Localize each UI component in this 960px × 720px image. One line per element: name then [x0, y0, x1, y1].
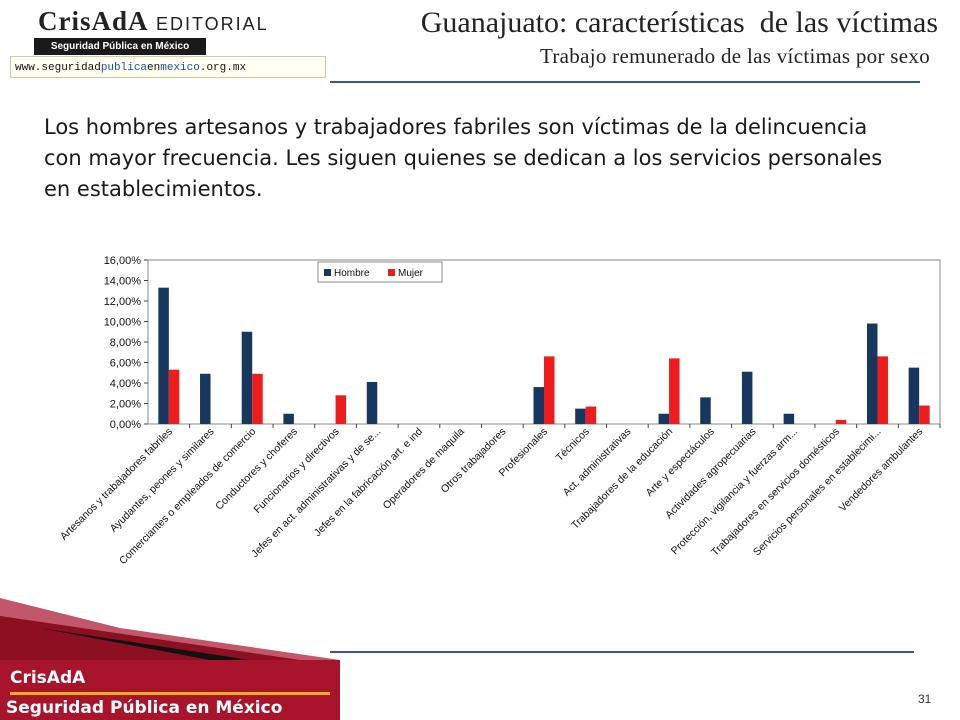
bar-mujer [585, 406, 597, 424]
category-label: Conductores y choferes [213, 426, 300, 513]
y-tick-label: 12,00% [104, 296, 142, 308]
summary-text: Los hombres artesanos y trabajadores fab… [44, 115, 883, 201]
bar-chart: 0,00% 2,00% 4,00% 6,00% 8,00% 10,00% 12,00% 14,… [58, 255, 941, 567]
logo: CrisAdA EDITORIAL Seguridad Pública en M… [8, 2, 326, 80]
url-part: publica [100, 62, 148, 74]
footer-tagline: Seguridad Pública en México [6, 698, 283, 718]
url-part: www.seguridad [15, 62, 101, 74]
slide-title: Guanajuato: características de las vícti… [420, 6, 938, 39]
bar-hombre [241, 331, 253, 424]
y-tick-label: 8,00% [110, 337, 141, 349]
footer-band [0, 660, 340, 720]
bar-mujer [835, 419, 847, 424]
page-number: 31 [918, 692, 932, 706]
y-tick-label: 0,00% [110, 419, 141, 431]
slide-subtitle: Trabajo remunerado de las víctimas por s… [539, 44, 930, 68]
bar-mujer [335, 395, 347, 424]
bar-mujer [669, 358, 680, 424]
url-part: en [147, 62, 161, 74]
footer-brand: CrisAdA [10, 668, 86, 688]
y-tick-label: 14,00% [104, 276, 142, 288]
category-label: Vendedores ambulantes [837, 426, 926, 515]
y-tick-label: 16,00% [104, 255, 142, 267]
bar-hombre [575, 408, 586, 424]
legend-swatch-mujer [388, 269, 395, 276]
y-tick-label: 6,00% [110, 358, 141, 370]
legend-label-mujer: Mujer [398, 268, 424, 279]
footer-divider [330, 651, 914, 653]
bar-hombre [366, 381, 378, 424]
bar-mujer [252, 373, 263, 424]
y-tick-label: 10,00% [104, 317, 142, 329]
bar-mujer [168, 369, 180, 424]
bar-mujer [919, 405, 930, 424]
bar-hombre [533, 387, 544, 424]
category-label: Técnicos [554, 426, 592, 464]
logo-wordmark: CrisAdA [38, 6, 149, 36]
legend-box [317, 261, 443, 283]
bar-hombre [658, 413, 670, 424]
url-part: mexico [160, 62, 200, 74]
logo-tagline: Seguridad Pública en México [34, 38, 206, 55]
category-label: Funcionarios y directivos [252, 426, 342, 516]
bar-mujer [544, 356, 555, 424]
logo-editorial: EDITORIAL [156, 14, 269, 34]
footer-underline [10, 692, 330, 695]
y-tick-label: 4,00% [110, 378, 141, 390]
bar-hombre [700, 397, 711, 424]
bar-hombre [283, 413, 294, 424]
legend-label-hombre: Hombre [334, 268, 370, 279]
y-tick-label: 2,00% [110, 399, 141, 411]
bar-hombre [200, 373, 211, 424]
legend-swatch-hombre [324, 269, 331, 276]
bar-hombre [908, 367, 920, 424]
bar-mujer [877, 356, 888, 424]
url-part: .org.mx [199, 62, 247, 74]
website-link[interactable]: www.seguridadpublicaenmexico.org.mx [10, 56, 326, 78]
bar-hombre [158, 287, 169, 424]
bar-hombre [783, 413, 795, 424]
header-divider [330, 81, 920, 83]
bar-hombre [866, 323, 878, 424]
category-label: Operadores de maquila [381, 426, 467, 512]
footer-wedge-decoration [0, 598, 340, 660]
bar-hombre [741, 371, 753, 424]
